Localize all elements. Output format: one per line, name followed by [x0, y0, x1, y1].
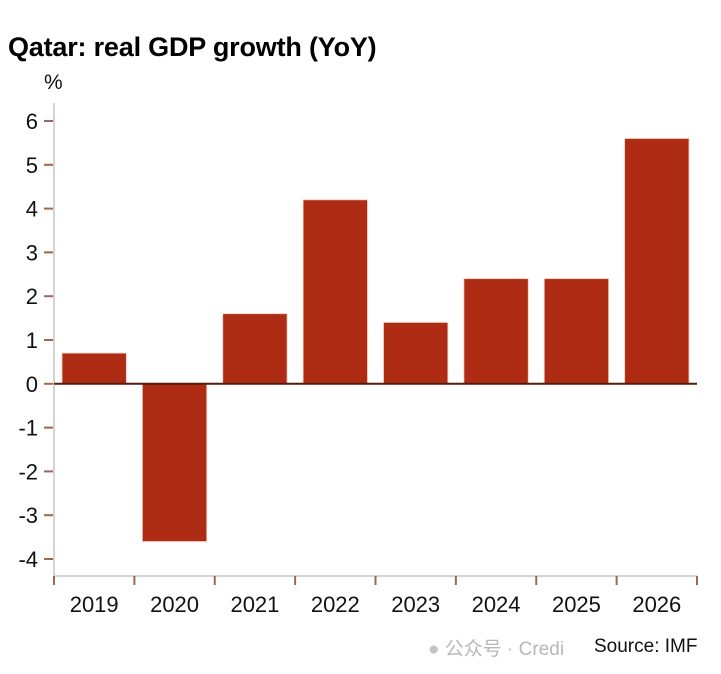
y-tick-label: 6: [26, 109, 38, 134]
watermark: ● 公众号 · Credi: [428, 634, 564, 661]
y-tick-label: 0: [26, 372, 38, 397]
x-tick-label: 2026: [632, 592, 681, 617]
bar-2019: [61, 352, 127, 385]
y-tick-label: -3: [18, 503, 38, 528]
y-tick-label: -1: [18, 416, 38, 441]
x-tick-label: 2022: [311, 592, 360, 617]
watermark-text: 公众号 · Credi: [444, 639, 565, 660]
chart-title: Qatar: real GDP growth (YoY): [8, 32, 377, 62]
bar-2023: [383, 322, 449, 385]
wechat-icon: ●: [428, 639, 440, 660]
y-axis: 6 5 4 3 2 1 0 -1 -2 -3 -4: [18, 103, 55, 576]
x-tick-label: 2025: [552, 592, 601, 617]
bars: [54, 138, 697, 542]
y-tick-label: 4: [26, 197, 38, 222]
bar-2026: [624, 138, 690, 385]
y-axis-unit-label: %: [44, 71, 63, 94]
source-note: Source: IMF: [594, 636, 698, 657]
y-tick-label: -4: [18, 547, 38, 572]
x-tick-label: 2024: [472, 592, 521, 617]
bar-2025: [543, 278, 609, 385]
x-axis: 2019 2020 2021 2022 2023 2024 2025 2026: [53, 575, 698, 617]
x-tick-label: 2019: [70, 592, 119, 617]
x-tick-label: 2023: [391, 592, 440, 617]
bar-2021: [222, 313, 288, 385]
y-tick-label: 5: [26, 153, 38, 178]
x-tick-label: 2020: [150, 592, 199, 617]
bar-2024: [463, 278, 529, 385]
y-tick-label: -2: [18, 459, 38, 484]
bar-2022: [302, 199, 368, 385]
x-tick-label: 2021: [230, 592, 279, 617]
y-tick-label: 2: [26, 284, 38, 309]
y-tick-label: 3: [26, 240, 38, 265]
bar-2020: [142, 383, 208, 542]
y-tick-label: 1: [26, 328, 38, 353]
